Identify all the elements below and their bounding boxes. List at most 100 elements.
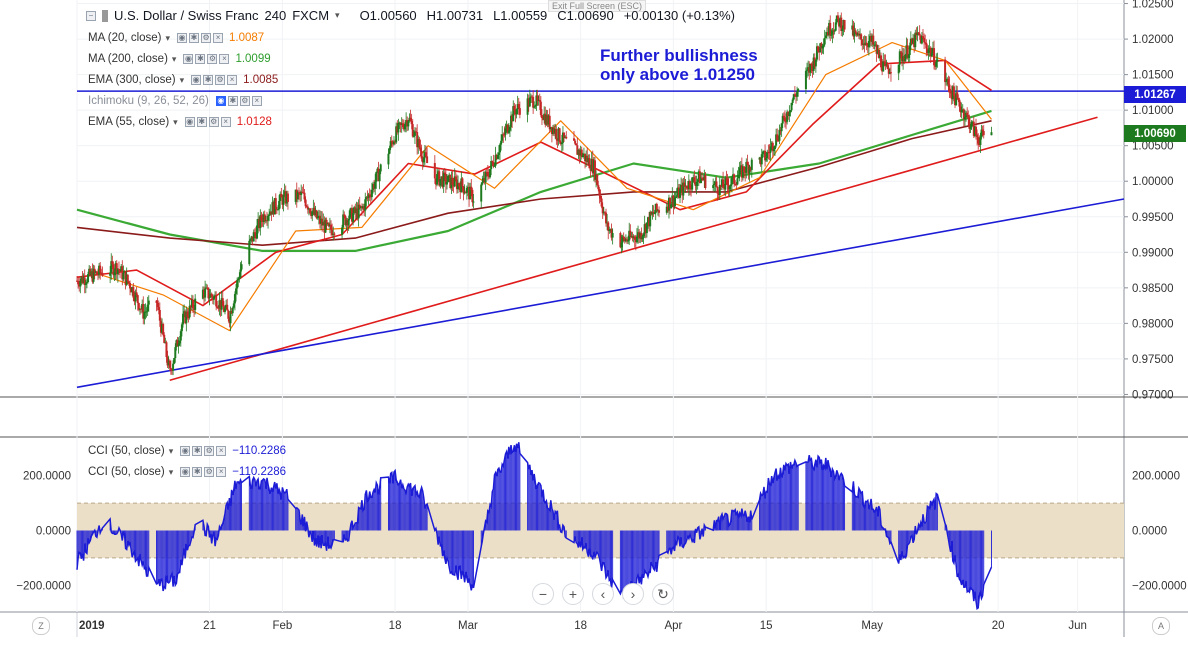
candle-body (219, 300, 222, 310)
candle-body (769, 146, 772, 153)
x-tick-label: May (861, 620, 883, 632)
candle-body (873, 44, 876, 46)
eye-icon[interactable]: ◉ (191, 75, 202, 85)
interval[interactable]: 240 (264, 8, 287, 23)
timezone-button[interactable]: Z (32, 617, 50, 635)
settings-icon[interactable]: ⚙ (204, 467, 215, 477)
chevron-down-icon[interactable]: ▾ (168, 466, 174, 477)
candle-body (490, 160, 493, 170)
candle-body (411, 124, 414, 137)
eye-icon[interactable]: ◉ (183, 54, 194, 64)
gear-icon[interactable]: ✱ (189, 33, 200, 43)
candle-body (231, 307, 234, 314)
candle-body (971, 121, 974, 123)
chevron-down-icon[interactable]: ▾ (165, 32, 171, 43)
legend-ichimoku[interactable]: Ichimoku (9, 26, 52, 26) ◉ ✱ ⚙ × (88, 95, 262, 107)
candle-body (457, 183, 460, 190)
gear-icon[interactable]: ✱ (196, 117, 207, 127)
close-icon[interactable]: × (216, 467, 227, 477)
gear-icon[interactable]: ✱ (203, 75, 214, 85)
eye-icon[interactable]: ◉ (177, 33, 188, 43)
chevron-down-icon[interactable]: ▾ (335, 10, 340, 20)
chevron-down-icon[interactable]: ▾ (168, 445, 174, 456)
legend-cci-2[interactable]: CCI (50, close) ▾ ◉ ✱ ⚙ × −110.2286 (88, 466, 286, 478)
cci-y-tick-label-left: 0.0000 (36, 525, 71, 537)
candle-body (859, 34, 862, 36)
chevron-down-icon[interactable]: ▾ (171, 53, 177, 64)
candle-body (768, 152, 771, 154)
gear-icon[interactable]: ✱ (192, 467, 203, 477)
legend-ema300[interactable]: EMA (300, close) ▾ ◉ ✱ ⚙ × 1.0085 (88, 74, 278, 86)
candle-body (775, 134, 778, 146)
candle-body (715, 181, 718, 187)
candle-body (278, 200, 281, 210)
legend-ema55[interactable]: EMA (55, close) ▾ ◉ ✱ ⚙ × 1.0128 (88, 116, 272, 128)
trendline-red[interactable] (169, 116, 1098, 382)
close-icon[interactable]: × (219, 54, 230, 64)
candle-body (165, 342, 168, 358)
zoom-out-button[interactable]: − (532, 583, 554, 605)
eye-icon[interactable]: ◉ (215, 96, 226, 106)
candle-body (956, 92, 959, 98)
candle-body (404, 124, 407, 130)
candle-body (324, 219, 327, 233)
candle-body (735, 184, 738, 186)
collapse-icon[interactable]: − (86, 10, 96, 21)
symbol-name[interactable]: U.S. Dollar / Swiss Franc (114, 8, 259, 23)
candle-body (575, 143, 578, 146)
legend-cci-1[interactable]: CCI (50, close) ▾ ◉ ✱ ⚙ × −110.2286 (88, 445, 286, 457)
reset-chart-button[interactable]: ↻ (652, 583, 674, 605)
candle-body (724, 178, 727, 190)
close-icon[interactable]: × (216, 446, 227, 456)
close-icon[interactable]: × (220, 117, 231, 127)
gear-icon[interactable]: ✱ (227, 96, 238, 106)
legend-ma20[interactable]: MA (20, close) ▾ ◉ ✱ ⚙ × 1.0087 (88, 32, 264, 44)
close-icon[interactable]: × (227, 75, 238, 85)
candle-body (228, 318, 231, 324)
legend-ma200[interactable]: MA (200, close) ▾ ◉ ✱ ⚙ × 1.0099 (88, 53, 271, 65)
candle-body (418, 138, 421, 148)
close-icon[interactable]: × (251, 96, 262, 106)
legend-label: EMA (300, close) (88, 74, 176, 86)
candle-body (471, 189, 474, 203)
close-icon[interactable]: × (213, 33, 224, 43)
scroll-left-button[interactable]: ‹ (592, 583, 614, 605)
chevron-down-icon[interactable]: ▾ (173, 116, 178, 127)
gear-icon[interactable]: ✱ (195, 54, 206, 64)
zoom-in-button[interactable]: + (562, 583, 584, 605)
ema300-line (76, 120, 992, 246)
auto-scale-button[interactable]: A (1152, 617, 1170, 635)
candle-body (914, 32, 917, 48)
settings-icon[interactable]: ⚙ (207, 54, 218, 64)
settings-icon[interactable]: ⚙ (204, 446, 215, 456)
candle-body (555, 129, 558, 139)
settings-icon[interactable]: ⚙ (201, 33, 212, 43)
eye-icon[interactable]: ◉ (180, 446, 191, 456)
candle-body (270, 211, 273, 215)
settings-icon[interactable]: ⚙ (239, 96, 250, 106)
gear-icon[interactable]: ✱ (192, 446, 203, 456)
candle-body (77, 280, 80, 285)
candle-body (84, 283, 87, 286)
trendline-blue[interactable] (76, 198, 1125, 389)
candle-body (868, 36, 871, 41)
exit-fullscreen-hint[interactable]: Exit Full Screen (ESC) (548, 0, 647, 12)
settings-icon[interactable]: ⚙ (208, 117, 219, 127)
eye-icon[interactable]: ◉ (184, 117, 195, 127)
candle-body (649, 211, 652, 227)
candle-body (366, 197, 369, 199)
candle-body (402, 127, 405, 130)
candle-body (331, 229, 334, 235)
candle-body (585, 155, 588, 162)
candle-body (190, 299, 193, 308)
candle-body (346, 219, 349, 226)
eye-icon[interactable]: ◉ (180, 467, 191, 477)
candle-body (597, 185, 600, 190)
chevron-down-icon[interactable]: ▾ (179, 74, 185, 85)
candle-body (688, 181, 691, 189)
candle-body (820, 43, 823, 49)
settings-icon[interactable]: ⚙ (215, 75, 226, 85)
chart-annotation[interactable]: Further bullishness only above 1.01250 (600, 46, 758, 84)
scroll-right-button[interactable]: › (622, 583, 644, 605)
